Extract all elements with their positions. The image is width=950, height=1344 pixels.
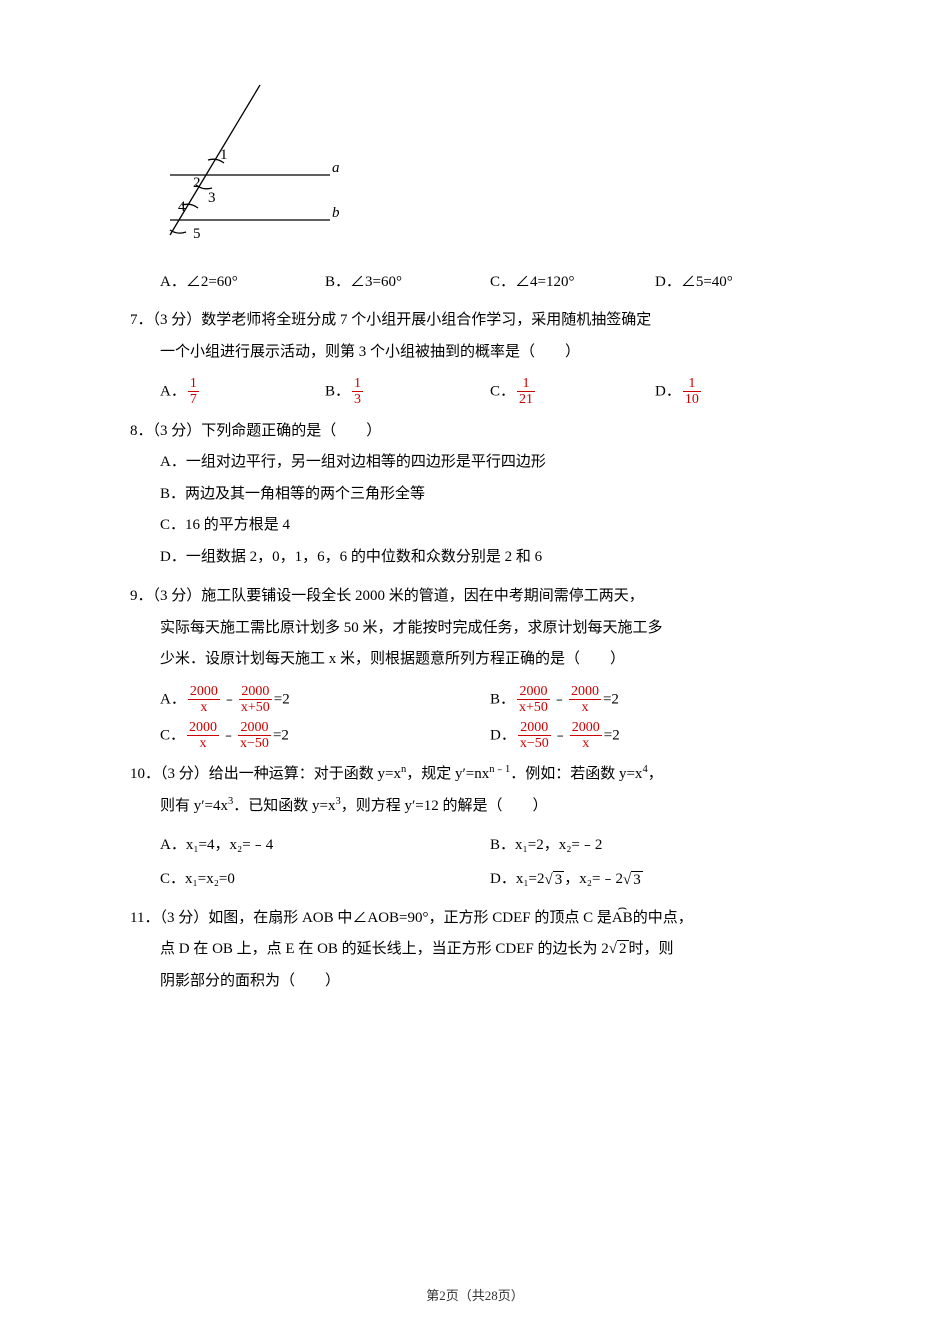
option-text: ∠4=120° xyxy=(515,274,574,290)
svg-text:1: 1 xyxy=(220,147,228,163)
q9-options-row1: A．2000x﹣2000x+50=2 B．2000x+50﹣2000x=2 xyxy=(160,684,820,716)
q6-options: A．∠2=60° B．∠3=60° C．∠4=120° D．∠5=40° xyxy=(160,267,820,297)
arc-ab: AB xyxy=(612,903,633,935)
q7-option-b: B．13 xyxy=(325,376,490,408)
q6-option-a: A．∠2=60° xyxy=(160,267,325,297)
q6-option-d: D．∠5=40° xyxy=(655,267,820,297)
option-text: ∠3=60° xyxy=(350,274,402,290)
page-total: 28 xyxy=(485,1288,498,1303)
q7-options: A．17 B．13 C．121 D．110 xyxy=(160,376,820,408)
q9-stem-line2: 实际每天施工需比原计划多 50 米，才能按时完成任务，求原计划每天施工多 xyxy=(130,613,820,645)
q9-option-d: D．2000x−50﹣2000x=2 xyxy=(490,720,820,752)
q7-option-d: D．110 xyxy=(655,376,820,408)
question-9: 9．（3 分）施工队要铺设一段全长 2000 米的管道，因在中考期间需停工两天，… xyxy=(130,581,820,676)
q10-stem-line2: 则有 y′=4x3．已知函数 y=x3，则方程 y′=12 的解是（ ） xyxy=(130,791,820,823)
q9-option-a: A．2000x﹣2000x+50=2 xyxy=(160,684,490,716)
q9-stem-line3: 少米．设原计划每天施工 x 米，则根据题意所列方程正确的是（ ） xyxy=(130,644,820,676)
svg-text:3: 3 xyxy=(208,190,216,206)
q7-stem-line1: 7．（3 分）数学老师将全班分成 7 个小组开展小组合作学习，采用随机抽签确定 xyxy=(130,305,820,337)
option-text: ∠2=60° xyxy=(186,274,238,290)
q9-option-c: C．2000x﹣2000x−50=2 xyxy=(160,720,490,752)
q6-option-b: B．∠3=60° xyxy=(325,267,490,297)
svg-text:b: b xyxy=(332,205,340,221)
page-footer: 第2页（共28页） xyxy=(0,1285,950,1304)
q9-options-row2: C．2000x﹣2000x−50=2 D．2000x−50﹣2000x=2 xyxy=(160,720,820,752)
q11-stem-line1: 11．（3 分）如图，在扇形 AOB 中∠AOB=90°，正方形 CDEF 的顶… xyxy=(130,903,820,935)
svg-text:2: 2 xyxy=(193,175,201,191)
q10-option-b: B．x₁=2，x₂=﹣2 xyxy=(490,830,820,860)
q10-options-row2: C．x₁=x₂=0 D．x₁=2√3，x₂=﹣2√3 xyxy=(160,864,820,895)
q8-option-b: B．两边及其一角相等的两个三角形全等 xyxy=(130,479,820,511)
svg-text:4: 4 xyxy=(178,199,186,215)
question-8: 8．（3 分）下列命题正确的是（ ） A．一组对边平行，另一组对边相等的四边形是… xyxy=(130,416,820,574)
q9-option-b: B．2000x+50﹣2000x=2 xyxy=(490,684,820,716)
q11-stem-line2: 点 D 在 OB 上，点 E 在 OB 的延长线上，当正方形 CDEF 的边长为… xyxy=(130,934,820,966)
q7-option-a: A．17 xyxy=(160,376,325,408)
q8-stem: 8．（3 分）下列命题正确的是（ ） xyxy=(130,416,820,448)
q10-option-d: D．x₁=2√3，x₂=﹣2√3 xyxy=(490,864,820,895)
q10-option-a: A．x₁=4，x₂=﹣4 xyxy=(160,830,490,860)
question-7: 7．（3 分）数学老师将全班分成 7 个小组开展小组合作学习，采用随机抽签确定 … xyxy=(130,305,820,368)
q7-stem-line2: 一个小组进行展示活动，则第 3 个小组被抽到的概率是（ ） xyxy=(130,337,820,369)
question-10: 10．（3 分）给出一种运算：对于函数 y=xn，规定 y′=nxn﹣1．例如：… xyxy=(130,759,820,822)
q6-angle-diagram: a b 1 2 3 4 5 xyxy=(160,80,820,255)
svg-text:a: a xyxy=(332,160,340,176)
option-text: ∠5=40° xyxy=(681,274,733,290)
svg-text:5: 5 xyxy=(193,226,201,242)
q6-option-c: C．∠4=120° xyxy=(490,267,655,297)
question-11: 11．（3 分）如图，在扇形 AOB 中∠AOB=90°，正方形 CDEF 的顶… xyxy=(130,903,820,998)
q10-options-row1: A．x₁=4，x₂=﹣4 B．x₁=2，x₂=﹣2 xyxy=(160,830,820,860)
q8-option-c: C．16 的平方根是 4 xyxy=(130,510,820,542)
q9-stem-line1: 9．（3 分）施工队要铺设一段全长 2000 米的管道，因在中考期间需停工两天， xyxy=(130,581,820,613)
q7-option-c: C．121 xyxy=(490,376,655,408)
q8-option-d: D．一组数据 2，0，1，6，6 的中位数和众数分别是 2 和 6 xyxy=(130,542,820,574)
q10-stem-line1: 10．（3 分）给出一种运算：对于函数 y=xn，规定 y′=nxn﹣1．例如：… xyxy=(130,759,820,791)
q10-option-c: C．x₁=x₂=0 xyxy=(160,864,490,895)
q8-option-a: A．一组对边平行，另一组对边相等的四边形是平行四边形 xyxy=(130,447,820,479)
q11-stem-line3: 阴影部分的面积为（ ） xyxy=(130,966,820,998)
